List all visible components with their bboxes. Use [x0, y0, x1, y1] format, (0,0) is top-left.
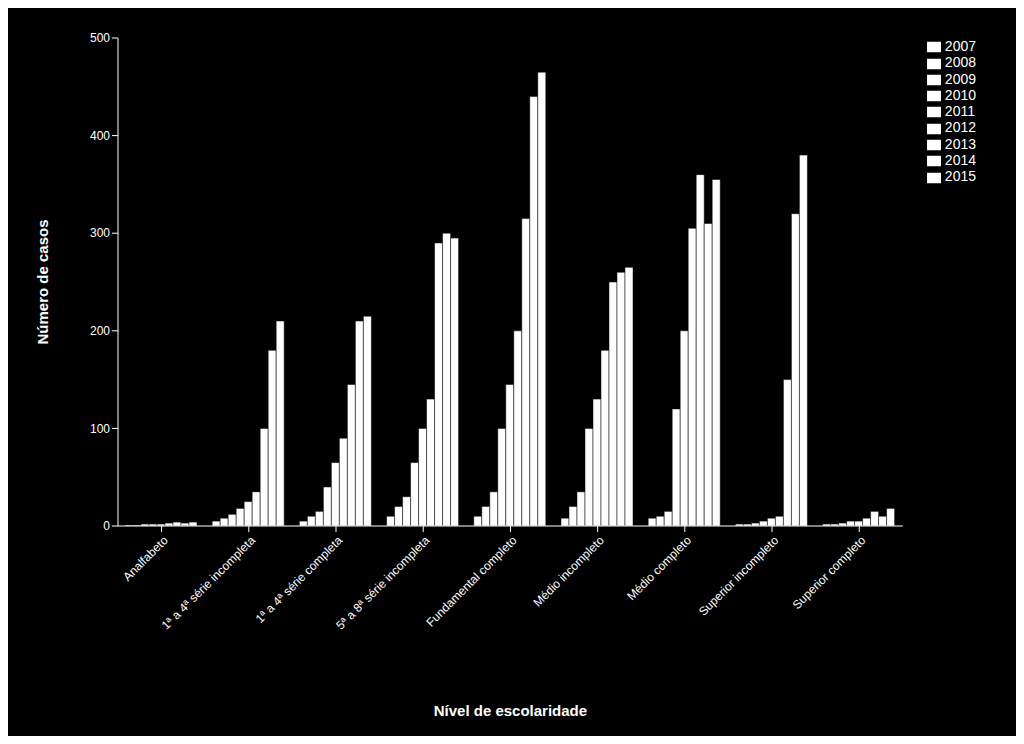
- svg-text:300: 300: [90, 226, 110, 240]
- svg-text:5ª a 8ª série incompleta: 5ª a 8ª série incompleta: [333, 533, 432, 632]
- html-text:2009: 2009: [944, 70, 976, 87]
- html-text:2010: 2010: [944, 86, 976, 103]
- svg-text:400: 400: [90, 129, 110, 143]
- html-text:2007: 2007: [944, 38, 976, 54]
- html-text:2015: 2015: [944, 168, 976, 185]
- svg-text:500: 500: [90, 31, 110, 45]
- svg-text:Médio incompleto: Médio incompleto: [530, 533, 607, 610]
- svg-text:1ª a 4ª série completa: 1ª a 4ª série completa: [253, 533, 346, 626]
- svg-text:Superior incompleto: Superior incompleto: [696, 533, 782, 619]
- html-text:2008: 2008: [944, 54, 976, 71]
- svg-text:Nível de escolaridade: Nível de escolaridade: [434, 702, 587, 719]
- svg-text:100: 100: [90, 422, 110, 436]
- html-text:2012: 2012: [944, 119, 976, 136]
- svg-text:1ª a 4ª série incompleta: 1ª a 4ª série incompleta: [159, 533, 258, 632]
- svg-text:Médio completo: Médio completo: [624, 533, 694, 603]
- svg-text:Analfabeto: Analfabeto: [120, 533, 171, 584]
- svg-text:Superior completo: Superior completo: [790, 533, 869, 612]
- svg-text:Número de casos: Número de casos: [34, 219, 51, 344]
- svg-text:0: 0: [103, 519, 110, 533]
- html-text:2013: 2013: [944, 135, 976, 152]
- svg-text:Fundamental completo: Fundamental completo: [423, 533, 519, 629]
- html-text:2014: 2014: [944, 152, 976, 169]
- svg-text:200: 200: [90, 324, 110, 338]
- html-text:2011: 2011: [944, 103, 975, 120]
